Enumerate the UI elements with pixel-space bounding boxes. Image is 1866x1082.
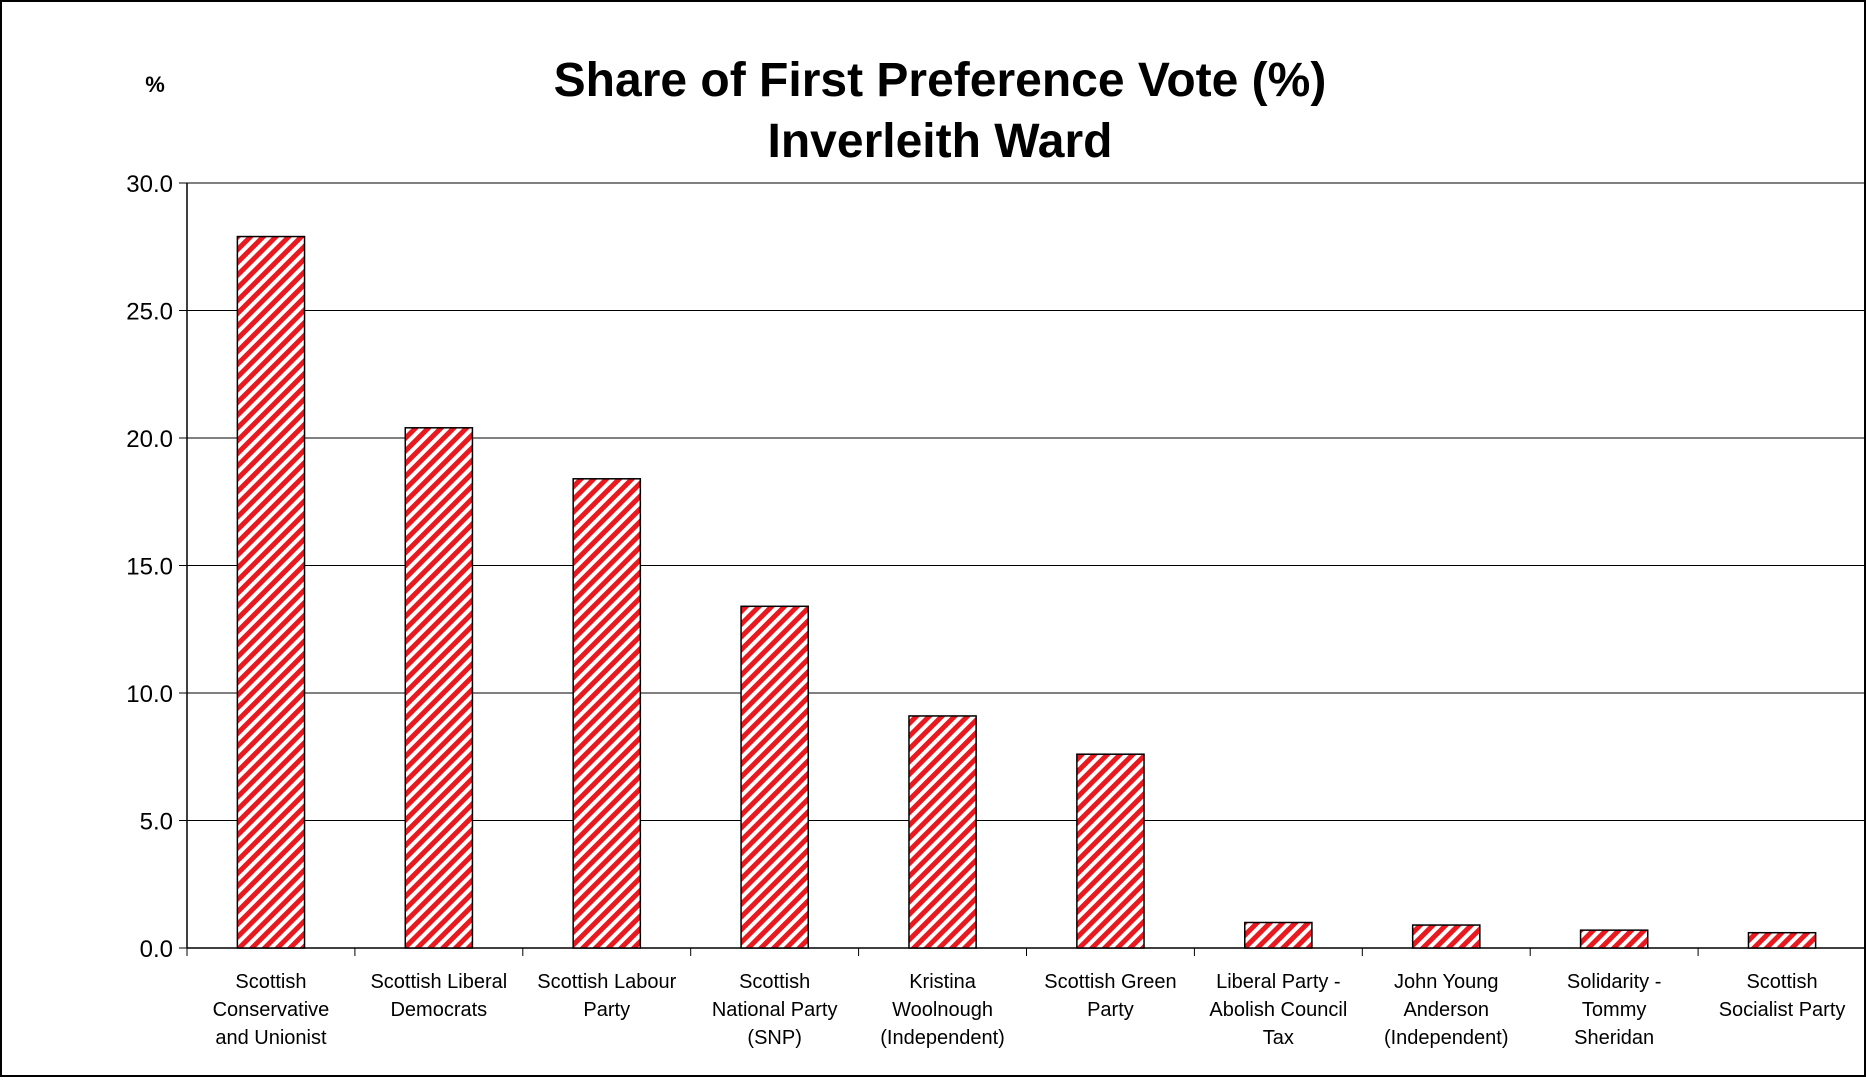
x-tick-label-line: Tax [1263, 1027, 1294, 1049]
x-tick-label-line: Solidarity - [1567, 971, 1661, 993]
x-tick-label-line: (SNP) [747, 1027, 801, 1049]
x-tick-label: Scottish Socialist Party [1719, 971, 1846, 1021]
chart-subtitle: Inverleith Ward [768, 115, 1113, 168]
bar [404, 427, 474, 949]
y-tick-label: 10.0 [126, 681, 173, 708]
x-tick-label-line: National Party [712, 999, 838, 1021]
x-tick-label-line: Scottish [235, 971, 306, 993]
x-tick-label-line: Liberal Party - [1216, 971, 1341, 993]
bar [1747, 931, 1817, 949]
bar [572, 478, 642, 949]
x-tick-label: Scottish Green Party [1044, 971, 1176, 1021]
x-tick-label-line: Scottish [739, 971, 810, 993]
y-tick-label: 25.0 [126, 299, 173, 326]
plot-area: 0.0 5.0 10.0 15.0 20.0 25.0 30.0 Scottish Conser… [126, 171, 1866, 1049]
y-tick-label: 0.0 [140, 936, 173, 963]
x-tick-label-line: Anderson [1403, 999, 1489, 1021]
x-tick-label-line: Abolish Council [1209, 999, 1347, 1021]
x-tick-label: Scottish Conservative and Unionist [213, 971, 330, 1049]
x-tick-label: Solidarity - Tommy Sheridan [1567, 971, 1661, 1049]
bar [1244, 921, 1313, 949]
bar [740, 605, 809, 949]
x-tick-label: Scottish Labour Party [537, 971, 676, 1021]
x-tick-label-line: (Independent) [880, 1027, 1005, 1049]
bar [1076, 753, 1145, 949]
bar [1579, 929, 1649, 949]
x-tick-label-line: Kristina [909, 971, 977, 993]
x-tick-label-line: and Unionist [215, 1027, 327, 1049]
x-tick-label-line: Sheridan [1574, 1027, 1654, 1049]
x-tick-label-line: Scottish Labour [537, 971, 676, 993]
x-tick-label: Liberal Party - Abolish Council Tax [1209, 971, 1347, 1049]
bar [1411, 924, 1481, 949]
x-tick-label-line: (Independent) [1384, 1027, 1509, 1049]
x-tick-label: John Young Anderson (Independent) [1384, 971, 1509, 1049]
y-tick-label: 5.0 [140, 809, 173, 836]
x-tick-label-line: Tommy [1582, 999, 1646, 1021]
bar [908, 715, 977, 949]
x-tick-label-line: Woolnough [892, 999, 993, 1021]
x-tick-label: Scottish Liberal Democrats [370, 971, 507, 1021]
chart-title: Share of First Preference Vote (%) [554, 54, 1327, 107]
x-tick-label-line: Scottish Liberal [370, 971, 507, 993]
y-axis-unit-label: % [145, 72, 165, 97]
x-tick-label-line: Socialist Party [1719, 999, 1846, 1021]
x-tick-label: Scottish National Party (SNP) [712, 971, 838, 1049]
x-tick-label-line: Scottish [1746, 971, 1817, 993]
y-tick-label: 30.0 [126, 171, 173, 198]
x-tick-label-line: Scottish Green [1044, 971, 1176, 993]
x-tick-label-line: John Young [1394, 971, 1499, 993]
x-tick-label: Kristina Woolnough (Independent) [880, 971, 1005, 1049]
bar [236, 235, 306, 949]
y-tick-label: 15.0 [126, 554, 173, 581]
y-tick-label: 20.0 [126, 426, 173, 453]
x-tick-label-line: Party [1087, 999, 1134, 1021]
x-tick-label-line: Party [583, 999, 630, 1021]
x-tick-label-line: Democrats [390, 999, 487, 1021]
x-tick-label-line: Conservative [213, 999, 330, 1021]
